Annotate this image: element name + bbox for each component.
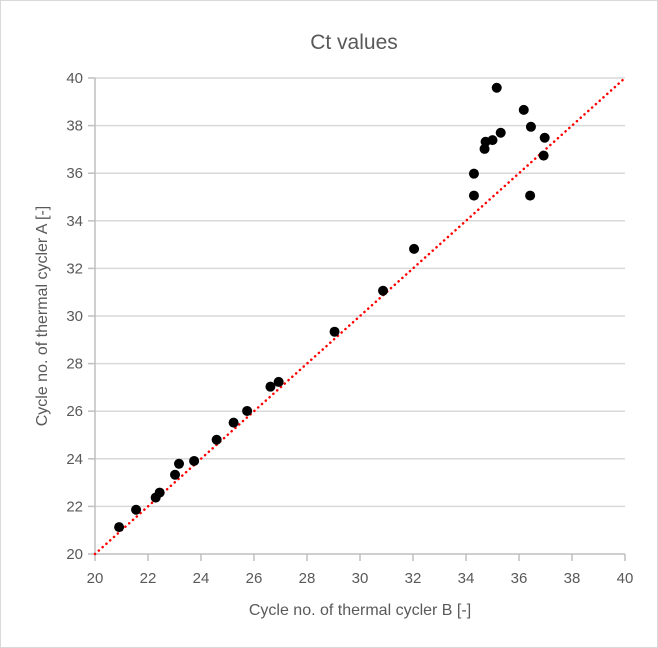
data-points xyxy=(114,82,550,533)
reference-line xyxy=(93,76,627,556)
data-point xyxy=(114,522,125,533)
y-tick-label: 36 xyxy=(66,165,83,182)
x-tick-label: 24 xyxy=(193,570,210,587)
data-point xyxy=(273,376,284,387)
x-tick-label: 30 xyxy=(352,570,369,587)
y-tick-labels: 20 22 24 26 28 30 32 34 36 38 40 xyxy=(66,70,83,563)
data-point xyxy=(409,243,420,254)
y-tick-label: 26 xyxy=(66,403,83,420)
x-tick-label: 36 xyxy=(511,570,528,587)
y-tick-label: 28 xyxy=(66,356,83,373)
data-point xyxy=(538,150,549,161)
data-point xyxy=(525,121,536,132)
x-tick-label: 22 xyxy=(140,570,157,587)
x-tick-labels: 20 22 24 26 28 30 32 34 36 38 40 xyxy=(87,570,634,587)
data-point xyxy=(495,127,506,138)
data-point xyxy=(189,455,200,466)
data-point xyxy=(228,417,239,428)
data-point xyxy=(468,168,479,179)
data-point xyxy=(131,504,142,515)
data-point xyxy=(378,285,389,296)
y-tick-label: 32 xyxy=(66,260,83,277)
data-point xyxy=(329,326,340,337)
data-point xyxy=(242,405,253,416)
y-axis-title: Cycle no. of thermal cycler A [-] xyxy=(34,206,51,427)
data-point xyxy=(491,82,502,93)
x-tick-label: 32 xyxy=(405,570,422,587)
data-point xyxy=(154,487,165,498)
gridlines xyxy=(95,77,625,508)
x-tick-label: 40 xyxy=(617,570,634,587)
x-axis-title: Cycle no. of thermal cycler B [-] xyxy=(249,602,471,619)
y-tick-label: 40 xyxy=(66,70,83,87)
data-point xyxy=(174,458,185,469)
y-tick-label: 22 xyxy=(66,498,83,515)
y-tick-label: 38 xyxy=(66,118,83,135)
y-tick-label: 30 xyxy=(66,308,83,325)
data-point xyxy=(265,381,276,392)
data-point xyxy=(468,190,479,201)
x-tick-label: 26 xyxy=(246,570,263,587)
y-tick-label: 24 xyxy=(66,451,83,468)
x-tick-label: 34 xyxy=(458,570,475,587)
x-tick-label: 28 xyxy=(299,570,316,587)
axes xyxy=(88,77,626,561)
x-tick-label: 20 xyxy=(87,570,104,587)
y-tick-label: 20 xyxy=(66,546,83,563)
data-point xyxy=(518,104,529,115)
data-point xyxy=(539,132,550,143)
data-point xyxy=(170,469,181,480)
data-point xyxy=(211,434,222,445)
chart-title: Ct values xyxy=(310,31,398,54)
reference-line-y-equals-x xyxy=(93,76,627,556)
data-point xyxy=(525,190,536,201)
data-point xyxy=(487,135,498,146)
x-tick-label: 38 xyxy=(564,570,581,587)
y-tick-label: 34 xyxy=(66,213,83,230)
